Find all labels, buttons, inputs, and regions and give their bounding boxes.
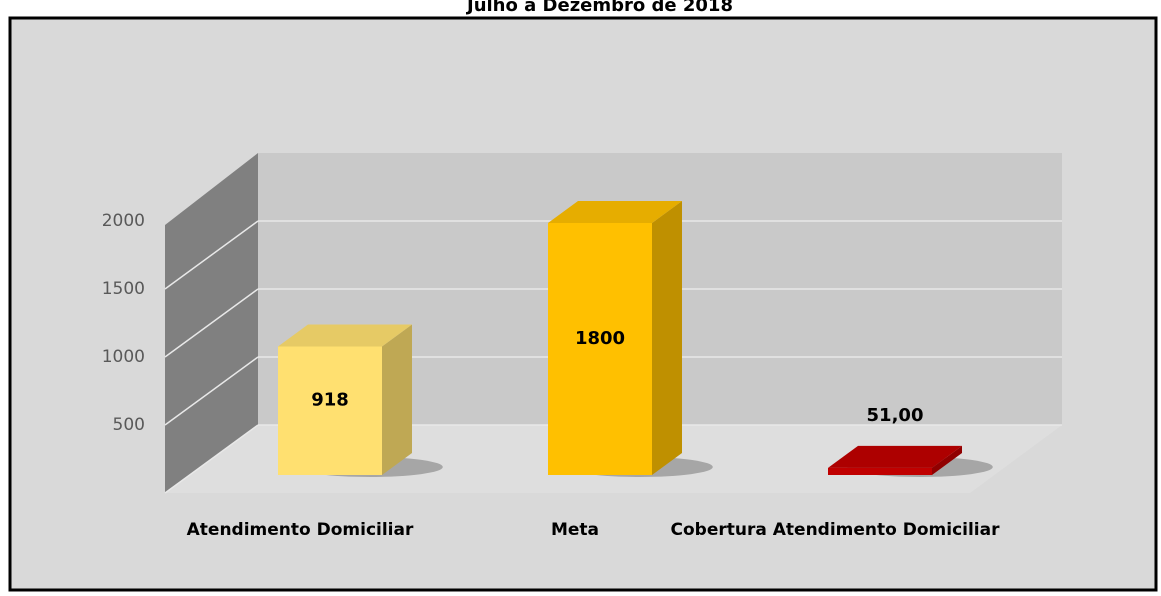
y-tick-label: 1500	[102, 279, 145, 299]
bar-face	[652, 201, 682, 475]
grid-line	[164, 424, 259, 494]
bar	[828, 445, 962, 475]
grid-line	[164, 220, 259, 290]
y-tick-label: 500	[113, 415, 145, 435]
bar-face	[278, 346, 382, 475]
bar-face	[278, 324, 412, 347]
chart-title: Julho a Dezembro de 2018	[465, 0, 733, 16]
x-tick-label: Cobertura Atendimento Domiciliar	[671, 520, 1001, 540]
bar-face	[382, 324, 412, 475]
grid-line	[164, 356, 259, 426]
bar-face	[828, 445, 962, 468]
grid-line	[164, 288, 259, 358]
bar	[278, 324, 412, 475]
bar-face	[548, 223, 652, 475]
bar-face	[548, 201, 682, 223]
bar	[548, 201, 682, 475]
bar-face	[932, 445, 962, 475]
bar-face	[828, 467, 932, 475]
value-label: 51,00	[867, 405, 924, 426]
value-label: 918	[311, 390, 349, 411]
x-tick-label: Meta	[551, 520, 599, 540]
x-tick-label: Atendimento Domiciliar	[187, 520, 414, 540]
y-tick-label: 1000	[102, 347, 145, 367]
value-label: 1800	[575, 328, 625, 349]
y-tick-label: 2000	[102, 211, 145, 231]
